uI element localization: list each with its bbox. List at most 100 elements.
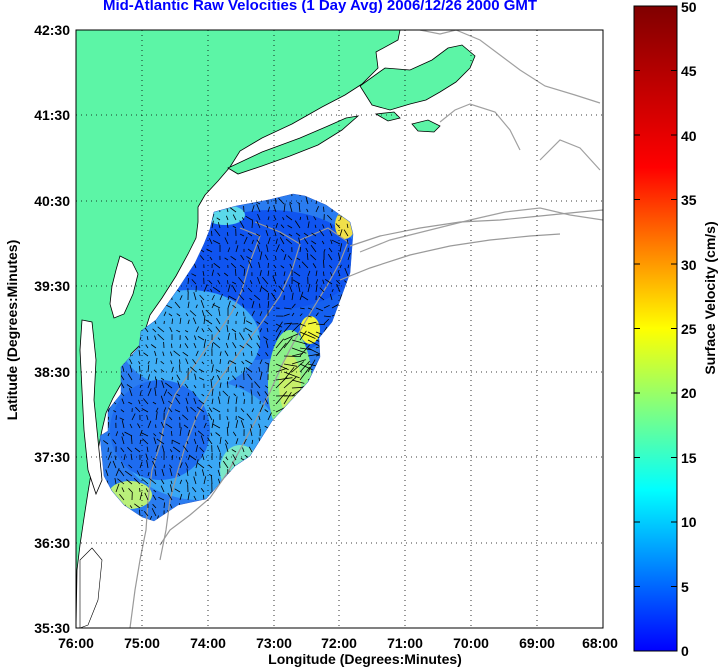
velocity-arrow bbox=[160, 485, 165, 493]
velocity-arrow bbox=[287, 255, 293, 261]
velocity-arrow bbox=[275, 376, 288, 389]
velocity-arrow bbox=[339, 264, 342, 269]
velocity-arrow bbox=[267, 292, 269, 301]
velocity-arrow bbox=[273, 216, 277, 221]
velocity-arrow bbox=[146, 336, 149, 341]
y-tick: 41:30 bbox=[34, 107, 70, 123]
velocity-arrow bbox=[275, 321, 283, 333]
velocity-arrow bbox=[184, 343, 189, 349]
velocity-arrow bbox=[176, 393, 181, 397]
velocity-arrow bbox=[299, 330, 307, 341]
velocity-arrow bbox=[200, 435, 205, 445]
velocity-arrow bbox=[289, 203, 293, 213]
velocity-arrow bbox=[283, 391, 292, 405]
velocity-arrow bbox=[234, 351, 237, 357]
velocity-arrow bbox=[146, 414, 149, 421]
velocity-arrow bbox=[283, 376, 297, 389]
velocity-arrow bbox=[172, 439, 181, 445]
velocity-arrow bbox=[226, 325, 229, 333]
velocity-arrow bbox=[210, 432, 213, 437]
velocity-arrow bbox=[161, 380, 165, 389]
velocity-arrow bbox=[279, 232, 285, 237]
velocity-arrow bbox=[154, 469, 157, 477]
velocity-arrow bbox=[187, 278, 189, 285]
velocity-arrow bbox=[212, 286, 221, 293]
velocity-arrow bbox=[322, 224, 325, 229]
velocity-arrow bbox=[122, 366, 125, 373]
velocity-arrow bbox=[140, 432, 149, 437]
velocity-arrow bbox=[327, 253, 333, 261]
velocity-arrow bbox=[257, 244, 261, 253]
velocity-arrow bbox=[291, 359, 306, 365]
velocity-arrow bbox=[283, 280, 286, 285]
y-tick: 35:30 bbox=[34, 620, 70, 636]
velocity-arrow bbox=[323, 259, 325, 269]
velocity-arrow bbox=[139, 491, 143, 501]
land-nantucket bbox=[411, 119, 441, 133]
velocity-arrow bbox=[227, 280, 229, 285]
velocity-arrow bbox=[168, 400, 173, 405]
velocity-arrow bbox=[296, 257, 301, 261]
velocity-arrow bbox=[227, 332, 230, 341]
land-long-island bbox=[227, 115, 360, 175]
velocity-arrow bbox=[193, 495, 197, 501]
velocity-arrow bbox=[261, 287, 269, 293]
velocity-arrow bbox=[306, 208, 309, 213]
velocity-arrow bbox=[107, 432, 110, 437]
velocity-arrow bbox=[197, 336, 205, 341]
velocity-arrow bbox=[199, 377, 205, 381]
velocity-arrow bbox=[163, 311, 167, 317]
velocity-arrow bbox=[219, 461, 221, 469]
velocity-arrow bbox=[227, 381, 229, 389]
velocity-arrow bbox=[144, 492, 149, 501]
velocity-arrow bbox=[238, 277, 245, 285]
x-tick: 71:00 bbox=[387, 635, 423, 651]
velocity-arrow bbox=[232, 342, 237, 349]
velocity-arrow bbox=[160, 369, 165, 373]
velocity-arrow bbox=[211, 302, 215, 309]
x-tick: 76:00 bbox=[58, 635, 94, 651]
velocity-arrow bbox=[336, 280, 341, 285]
velocity-arrow bbox=[321, 240, 325, 245]
velocity-arrow bbox=[211, 375, 215, 381]
velocity-arrow bbox=[134, 503, 141, 509]
velocity-arrow bbox=[152, 503, 157, 509]
velocity-arrow bbox=[179, 427, 182, 437]
velocity-arrow bbox=[129, 388, 133, 397]
velocity-arrow bbox=[217, 337, 221, 341]
velocity-arrow bbox=[307, 359, 316, 373]
velocity-arrow bbox=[154, 376, 157, 381]
velocity-arrow bbox=[261, 276, 269, 285]
velocity-arrow bbox=[201, 361, 205, 365]
y-tick: 38:30 bbox=[34, 364, 70, 380]
velocity-arrow bbox=[330, 239, 333, 245]
velocity-arrow bbox=[165, 304, 173, 309]
velocity-arrow bbox=[212, 240, 221, 245]
velocity-arrow bbox=[115, 483, 120, 493]
velocity-arrow bbox=[259, 251, 263, 261]
velocity-arrow bbox=[147, 360, 150, 365]
velocity-arrow bbox=[217, 374, 221, 381]
velocity-arrow bbox=[142, 398, 149, 405]
velocity-arrow bbox=[275, 256, 277, 261]
gulf-of-maine-contour bbox=[359, 30, 603, 253]
velocity-arrow bbox=[291, 322, 302, 333]
velocity-arrow bbox=[324, 278, 333, 285]
velocity-arrow bbox=[225, 457, 229, 461]
velocity-arrow bbox=[194, 416, 197, 421]
velocity-arrow bbox=[329, 223, 333, 229]
velocity-arrow bbox=[232, 375, 237, 381]
velocity-arrow bbox=[279, 237, 285, 245]
velocity-arrow bbox=[307, 270, 311, 277]
velocity-arrow bbox=[187, 492, 190, 501]
velocity-arrow bbox=[250, 389, 253, 397]
velocity-arrow bbox=[171, 343, 173, 349]
x-tick: 72:00 bbox=[321, 635, 357, 651]
velocity-arrow bbox=[112, 439, 117, 445]
velocity-arrow bbox=[243, 268, 246, 277]
velocity-arrow bbox=[211, 220, 214, 229]
velocity-arrow bbox=[242, 447, 245, 453]
velocity-arrow bbox=[153, 489, 157, 493]
velocity-arrow bbox=[224, 350, 229, 357]
velocity-arrow bbox=[322, 279, 325, 285]
